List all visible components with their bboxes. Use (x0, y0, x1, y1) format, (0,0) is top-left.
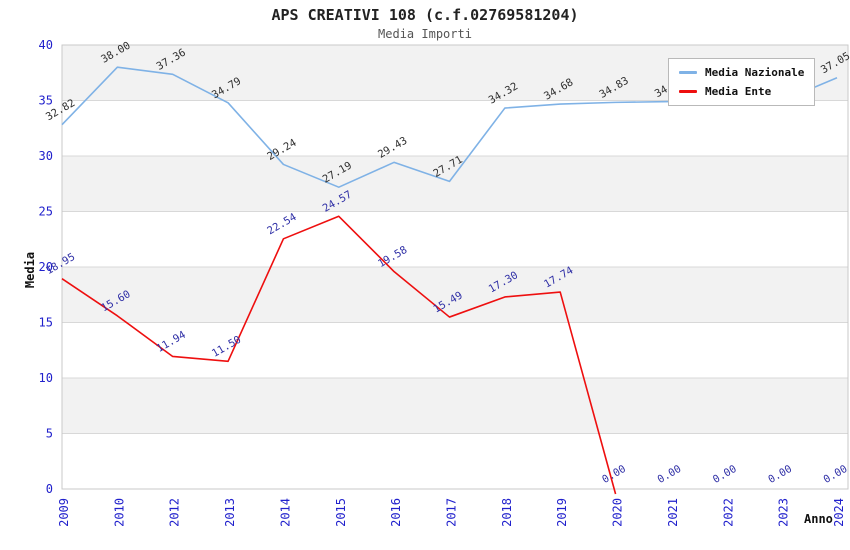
chart-subtitle: Media Importi (378, 27, 472, 41)
y-tick-label: 40 (39, 38, 53, 52)
x-tick-label: 2019 (555, 498, 569, 527)
data-label-ente: 19.58 (376, 244, 409, 270)
data-label-ente: 11.50 (210, 334, 243, 360)
legend-entry-ente: Media Ente (679, 85, 804, 98)
ente-line-swatch-icon (679, 90, 697, 93)
legend-label-ente: Media Ente (705, 85, 772, 98)
data-label-ente: 0.00 (766, 463, 794, 486)
plot-border (61, 44, 849, 490)
x-tick-label: 2015 (334, 498, 348, 527)
x-tick-label: 2012 (168, 498, 182, 527)
y-tick-label: 0 (46, 482, 53, 496)
x-tick-label: 2021 (666, 498, 680, 527)
data-label-ente: 0.00 (655, 463, 683, 486)
y-tick-label: 35 (39, 94, 53, 108)
x-tick-label: 2010 (112, 498, 126, 527)
chart-title: APS CREATIVI 108 (c.f.02769581204) (271, 6, 579, 24)
x-tick-label: 2018 (500, 498, 514, 527)
plot-band (62, 267, 848, 323)
x-tick-label: 2014 (278, 498, 292, 527)
data-label-ente: 0.00 (822, 463, 850, 486)
x-tick-label: 2020 (611, 498, 625, 527)
nazionale-line-swatch-icon (679, 71, 697, 74)
y-axis-title: Media (23, 251, 37, 289)
legend-entry-nazionale: Media Nazionale (679, 66, 804, 79)
plot-band (62, 378, 848, 434)
plot-band (62, 156, 848, 212)
x-tick-label: 2016 (389, 498, 403, 527)
y-tick-label: 5 (46, 427, 53, 441)
y-tick-label: 30 (39, 149, 53, 163)
data-label-ente: 0.00 (711, 463, 739, 486)
series-line-ente (61, 215, 617, 495)
x-tick-label: 2024 (832, 498, 846, 527)
y-tick-label: 20 (39, 260, 53, 274)
legend-label-nazionale: Media Nazionale (705, 66, 805, 79)
y-tick-label: 10 (39, 371, 53, 385)
chart-legend: Media Nazionale Media Ente (668, 58, 816, 106)
data-label-ente: 11.94 (155, 329, 188, 355)
y-tick-label: 25 (39, 205, 53, 219)
x-tick-label: 2022 (721, 498, 735, 527)
data-label-ente: 0.00 (600, 463, 628, 486)
x-tick-label: 2023 (777, 498, 791, 527)
x-axis-title: Anno (804, 512, 833, 526)
x-tick-label: 2013 (223, 498, 237, 527)
x-tick-label: 2009 (57, 498, 71, 527)
x-tick-label: 2017 (445, 498, 459, 527)
data-label-ente: 22.54 (265, 211, 298, 237)
y-tick-label: 15 (39, 316, 53, 330)
